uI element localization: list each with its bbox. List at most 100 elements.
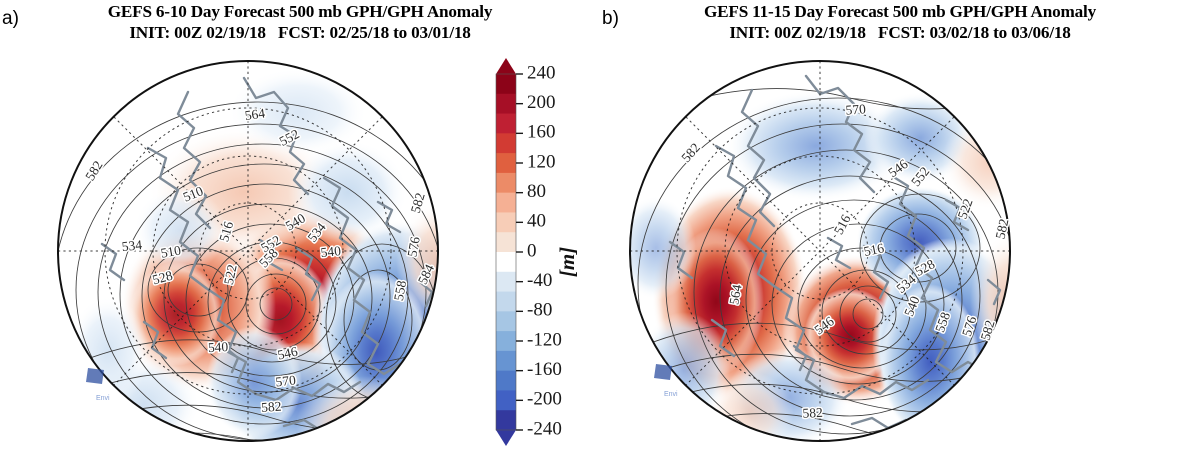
panel-a-graticule [58,61,438,441]
panel-b-contour-label: 582 [993,217,1012,240]
panel-b-contour-label: 576 [959,314,980,338]
panel-a-colorbar-svg: 24020016012080400-40-80-120-160-200-240 … [495,58,579,446]
panel-b-contour-label-halo: 570 [845,101,866,117]
panel-a-colorbar-swatch [496,232,516,253]
panel-a-contour-label: 582 [408,191,428,215]
panel-a-contour-label-halo: 564 [244,105,266,123]
panel-a-contour-label: 510 [181,183,206,205]
panel-a-colorbar-swatch [496,153,516,174]
panel-a-contour-label-halo: 540 [320,243,342,260]
panel-a-colorbar-swatch [496,390,516,411]
panel-a-colorbar-swatch [496,350,516,372]
panel-a-colorbar-swatch [496,172,516,194]
panel-a-map-svg: Envi 58258256456455255251051051051051651… [57,60,439,442]
panel-b-contour-label: 558 [932,310,953,334]
panel-b-title-line2: INIT: 00Z 02/19/18 FCST: 03/02/18 to 03/… [729,22,1071,42]
panel-a-colorbar-swatch [496,133,516,154]
panel-a-contour-label: 582 [261,399,282,415]
panel-a-colorbar-tick-label: -160 [527,359,562,380]
panel-a-colorbar-swatch [496,212,516,233]
panel-a-colorbar-tick-label: 160 [527,122,556,143]
panel-a-colorbar-swatch [496,291,516,312]
panel-a-colorbar-tick-label: 80 [527,181,546,202]
panel-a-contour-label: 534 [121,237,143,254]
panel-a-colorbar-tick-label: 0 [527,240,537,261]
panel-b-contour-label: 582 [802,405,823,421]
panel-a-contour-label: 546 [276,344,299,363]
panel-a-colorbar: 240 200 160 120 80 40 0 -40 -80 -120 -160 -200 -240 … [478,52,598,452]
panel-a-contour-label: 522 [221,263,240,286]
panel-a-contour-label-halo: 522 [221,263,240,286]
panel-b-contour-label-halo: 582 [802,405,823,421]
panel-a-contour-label-halo: 534 [121,237,143,254]
panel-b-contour-label: 570 [845,101,866,117]
panel-b-map: Envi 582 582 570 570 546 546 552 552 522 522 516 51… [620,52,1030,450]
panel-a-contour-label: 516 [216,219,236,243]
panel-a-contour-label-halo: 570 [275,372,297,389]
panel-a-contour-label-halo: 546 [276,344,299,363]
panel-a-colorbar-body [495,58,517,446]
panel-b-contour-label-halo: 582 [978,318,998,342]
panel-b-contour-label-halo: 516 [862,240,885,259]
panel-b-title-line1: GEFS 11-15 Day Forecast 500 mb GPH/GPH A… [704,2,1096,21]
panel-a-colorbar-swatch [496,410,516,431]
panel-a-map-boundary [57,60,439,442]
panel-a-contour-label: 528 [151,268,175,288]
panel-a-colorbar-ticks: 240 200 160 120 80 40 0 -40 -80 -120 -160 -200 -240 [516,62,562,439]
panel-a-contour-label: 576 [404,235,422,258]
panel-a-watermark: Envi [86,368,110,402]
panel-b-contour-label: 582 [978,318,998,342]
panel-a-title: GEFS 6-10 Day Forecast 500 mb GPH/GPH An… [28,2,572,44]
panel-a-contour-label-halo: 576 [404,235,422,258]
panel-b-graticule [630,61,1010,441]
panel-a-colorbar-tick-label: -80 [527,300,552,321]
panel-a-map: Envi 582 582 564 564 552 552 510 510 510 510 516 51… [48,52,458,450]
panel-b-watermark: Envi [654,364,678,398]
panel-a-contour-label-halo: 558 [391,279,409,302]
panel-a-colorbar-swatch [496,252,516,273]
panel-a-colorbar-swatch [496,74,516,95]
panel-b-map-boundary [629,60,1011,442]
panel-a-colorbar-extend-min [496,430,516,446]
panel-b-contour-label: 564 [726,283,744,306]
panel-a-colorbar-swatch [496,93,516,115]
panel-b-map-svg: Envi 58258257057054654655255252252251651… [629,60,1013,442]
panel-a-contour-label: 540 [208,339,229,355]
panel-a-colorbar-tick-label: -40 [527,270,552,291]
panel-a-contour-label: 558 [391,279,409,302]
panel-b-contour-label: 522 [955,197,976,221]
panel-a-contour-label-halo: 582 [261,399,282,415]
panel-a-contour-label: 510 [159,242,182,260]
panel-b-contour-label: 516 [862,240,885,259]
panel-b-contour-label-halo: 582 [993,217,1012,240]
panel-a-watermark-text: Envi [96,395,110,402]
panel-a-contour-label-halo: 582 [408,191,428,215]
panel-a-contour-label: 564 [244,105,266,123]
panel-a-contour-label-halo: 540 [208,339,229,355]
panel-a-colorbar-tick-label: -120 [527,329,562,350]
panel-a-colorbar-tick-label: 40 [527,211,546,232]
panel-a-contour-label-halo: 528 [151,268,175,288]
panel-a-contour-label-halo: 510 [159,242,182,260]
panel-a-title-line2: INIT: 00Z 02/19/18 FCST: 02/25/18 to 03/… [129,22,471,42]
panel-a-colorbar-tick-label: 200 [527,92,556,113]
panel-b-contour-label: 540 [901,294,923,319]
panel-a-colorbar-swatch [496,113,516,134]
panel-a: a) GEFS 6-10 Day Forecast 500 mb GPH/GPH… [2,2,598,452]
panel-b-letter: b) [602,8,619,29]
panel-a-colorbar-tick-label: 120 [527,151,556,172]
panel-b: b) GEFS 11-15 Day Forecast 500 mb GPH/GP… [600,0,1200,475]
panel-a-colorbar-unit: [m] [555,247,579,277]
panel-a-contour-label-halo: 516 [216,219,236,243]
panel-b-watermark-text: Envi [664,391,678,398]
panel-a-contour-label: 570 [275,372,297,389]
panel-a-colorbar-swatch [496,311,516,332]
panel-a-colorbar-swatch [496,331,516,352]
panel-a-letter: a) [2,8,19,29]
panel-b-title: GEFS 11-15 Day Forecast 500 mb GPH/GPH A… [628,2,1172,44]
panel-a-colorbar-tick-label: -200 [527,389,562,410]
panel-a-colorbar-tick-label: -240 [527,418,562,439]
panel-a-colorbar-tick-label: 240 [527,62,556,83]
panel-b-contour-label-halo: 564 [726,283,744,306]
